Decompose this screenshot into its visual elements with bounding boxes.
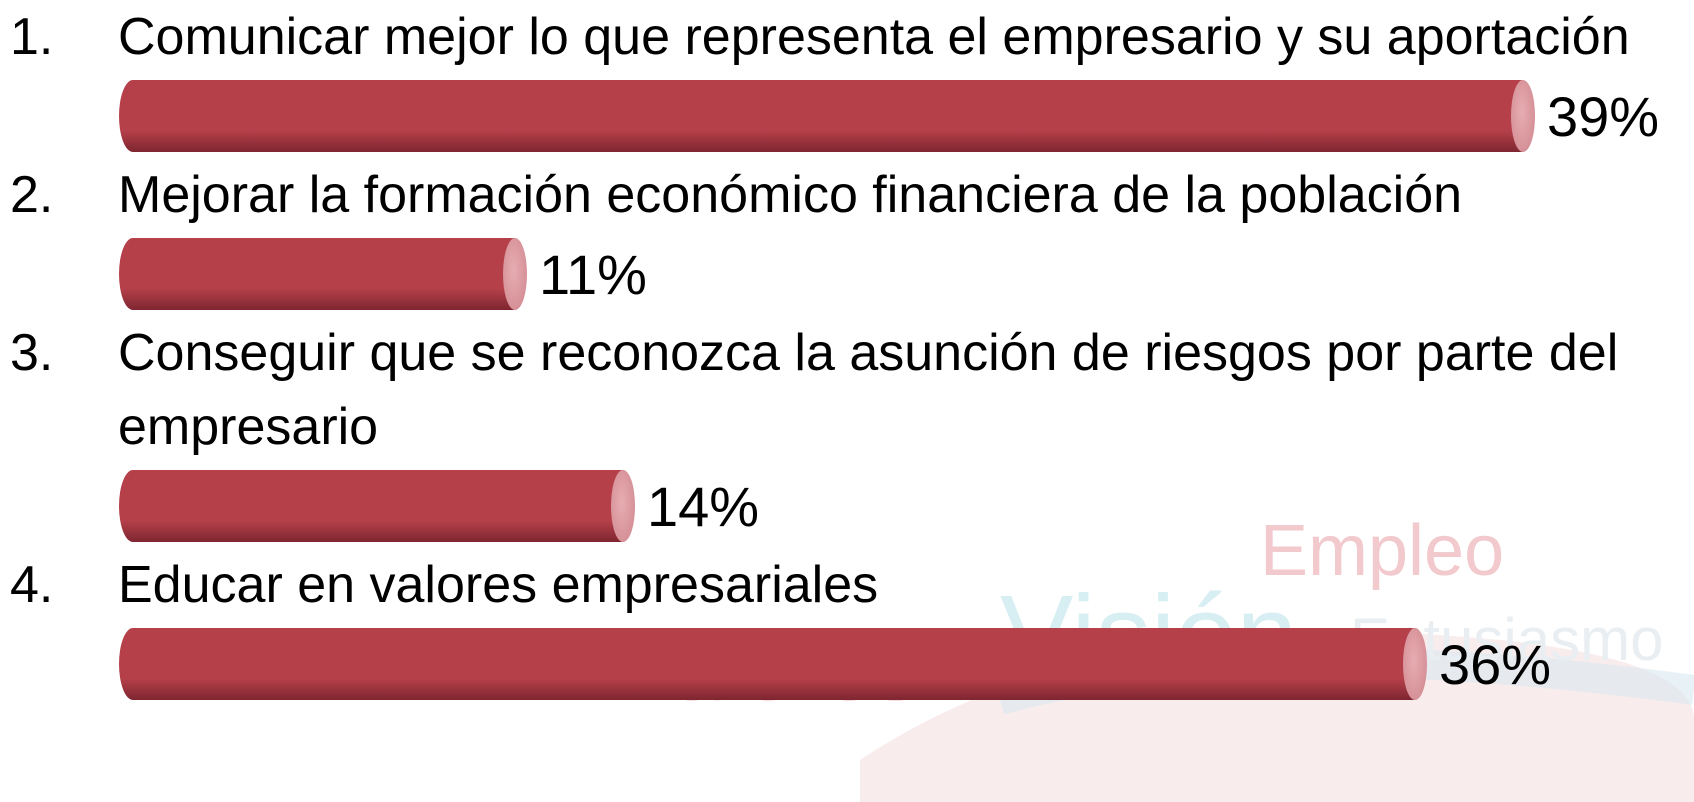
item-number: 2.	[10, 166, 54, 224]
value-label: 36%	[1439, 632, 1552, 696]
item-number: 1.	[10, 8, 54, 66]
value-label: 14%	[647, 474, 760, 538]
bar	[119, 238, 527, 310]
item-number: 3.	[10, 324, 54, 382]
value-label: 11%	[539, 242, 647, 306]
bar-row: 36%	[119, 622, 1694, 706]
bar-cap	[1511, 80, 1535, 152]
bar-row: 14%	[119, 464, 1694, 548]
category-label: Conseguir que se reconozca la asunción d…	[118, 324, 1619, 456]
bar-row: 39%	[119, 74, 1694, 158]
bar-cap	[1403, 628, 1427, 700]
value-label: 39%	[1547, 84, 1660, 148]
bar-cap	[503, 238, 527, 310]
item-number: 4.	[10, 556, 54, 614]
bar	[119, 80, 1535, 152]
list-item: 3. Conseguir que se reconozca la asunción…	[0, 316, 1694, 548]
list-item: 2. Mejorar la formación económico financi…	[0, 158, 1694, 316]
bar-cap	[611, 470, 635, 542]
category-label: Educar en valores empresariales	[118, 556, 879, 614]
list-item: 1. Comunicar mejor lo que representa el e…	[0, 0, 1694, 158]
bar-row: 11%	[119, 232, 1694, 316]
bar	[119, 470, 635, 542]
category-label: Mejorar la formación económico financier…	[118, 166, 1463, 224]
list-item: 4. Educar en valores empresariales 36%	[0, 548, 1694, 706]
bar	[119, 628, 1427, 700]
chart: 1. Comunicar mejor lo que representa el e…	[0, 0, 1694, 706]
category-label: Comunicar mejor lo que representa el emp…	[118, 8, 1630, 66]
